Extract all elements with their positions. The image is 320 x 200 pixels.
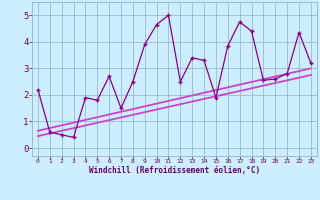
X-axis label: Windchill (Refroidissement éolien,°C): Windchill (Refroidissement éolien,°C) bbox=[89, 166, 260, 175]
